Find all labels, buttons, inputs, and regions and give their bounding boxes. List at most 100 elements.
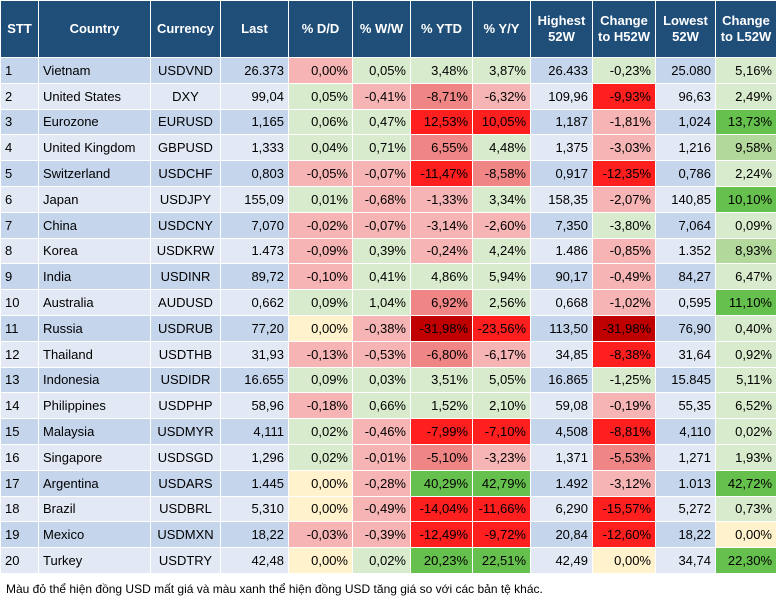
table-cell: 2,56% [472, 289, 531, 316]
footnote: Màu đỏ thể hiện đồng USD mất giá và màu … [6, 582, 543, 596]
table-cell: Vietnam [38, 57, 151, 84]
table-cell: 0,00% [288, 469, 353, 497]
table-row: 14 Philippines USDPHP 58,96 -0,18% 0,66% 1,52%… [0, 392, 777, 420]
table-cell: 1,93% [715, 443, 777, 471]
table-cell: 15.845 [655, 366, 716, 394]
table-cell: -0,68% [352, 185, 411, 213]
table-cell: 26.433 [530, 57, 593, 84]
table-cell: 0,02% [352, 547, 411, 574]
table-cell: 0,05% [352, 57, 411, 84]
table-cell: 1.352 [655, 237, 716, 265]
table-cell: 4,111 [220, 418, 289, 445]
table-cell: 16.865 [530, 366, 593, 394]
table-row: 16 Singapore USDSGD 1,296 0,02% -0,01% -5,10% -… [0, 443, 777, 471]
column-header: % W/W [352, 0, 411, 58]
table-cell: USDTHB [150, 340, 221, 368]
table-cell: 1,296 [220, 443, 289, 471]
table-cell: 18,22 [220, 521, 289, 549]
table-cell: 1,04% [352, 289, 411, 316]
column-header: STT [0, 0, 39, 58]
table-cell: 11 [0, 314, 39, 342]
table-cell: 76,90 [655, 314, 716, 342]
table-cell: 0,41% [352, 263, 411, 291]
table-cell: 140,85 [655, 185, 716, 213]
table-row: 18 Brazil USDBRL 5,310 0,00% -0,49% -14,04% -11… [0, 495, 777, 523]
table-cell: 0,66% [352, 392, 411, 420]
table-cell: 0,00% [288, 547, 353, 574]
table-row: 5 Switzerland USDCHF 0,803 -0,05% -0,07% -11,4… [0, 160, 777, 187]
table-cell: Switzerland [38, 160, 151, 187]
table-cell: 13 [0, 366, 39, 394]
table-cell: 6,290 [530, 495, 593, 523]
table-cell: DXY [150, 82, 221, 110]
table-cell: -0,49% [352, 495, 411, 523]
table-cell: 12 [0, 340, 39, 368]
column-header: Country [38, 0, 151, 58]
table-cell: USDMXN [150, 521, 221, 549]
table-cell: -5,53% [592, 443, 656, 471]
table-cell: -7,10% [472, 418, 531, 445]
table-cell: -0,18% [288, 392, 353, 420]
table-row: 2 United States DXY 99,04 0,05% -0,41% -8,71% -… [0, 82, 777, 110]
table-cell: United Kingdom [38, 134, 151, 162]
table-cell: 5,05% [472, 366, 531, 394]
table-cell: 20 [0, 547, 39, 574]
table-cell: 5 [0, 160, 39, 187]
table-row: 7 China USDCNY 7,070 -0,02% -0,07% -3,14% -2,60… [0, 211, 777, 239]
table-cell: AUDUSD [150, 289, 221, 316]
table-row: 9 India USDINR 89,72 -0,10% 0,41% 4,86% 5,94% 90… [0, 263, 777, 291]
table-cell: 16 [0, 443, 39, 471]
table-cell: 4 [0, 134, 39, 162]
table-cell: 0,40% [715, 314, 777, 342]
table-cell: USDVND [150, 57, 221, 84]
table-cell: -0,46% [352, 418, 411, 445]
table-cell: -8,81% [592, 418, 656, 445]
table-cell: 31,64 [655, 340, 716, 368]
table-cell: USDPHP [150, 392, 221, 420]
table-cell: 34,74 [655, 547, 716, 574]
table-cell: 4,86% [410, 263, 473, 291]
table-cell: 6 [0, 185, 39, 213]
table-cell: United States [38, 82, 151, 110]
table-cell: 0,92% [715, 340, 777, 368]
table-cell: 0,02% [288, 443, 353, 471]
table-cell: 0,00% [288, 495, 353, 523]
table-cell: 0,02% [715, 418, 777, 445]
table-cell: 1,333 [220, 134, 289, 162]
fx-table: STT Country Currency Last% D/D% W/W% YTD% Y… [0, 0, 777, 574]
table-cell: 1.486 [530, 237, 593, 265]
table-cell: 0,00% [592, 547, 656, 574]
table-cell: -0,07% [352, 160, 411, 187]
table-row: 12 Thailand USDTHB 31,93 -0,13% -0,53% -6,80% -… [0, 340, 777, 368]
table-row: 3 Eurozone EURUSD 1,165 0,06% 0,47% 12,53% 10,0… [0, 108, 777, 136]
table-cell: 25.080 [655, 57, 716, 84]
table-cell: 3,34% [472, 185, 531, 213]
table-cell: -31,98% [592, 314, 656, 342]
column-header: Lowest 52W [655, 0, 716, 58]
table-cell: 0,662 [220, 289, 289, 316]
column-header: Change to L52W [715, 0, 777, 58]
table-cell: 3,51% [410, 366, 473, 394]
table-cell: -0,05% [288, 160, 353, 187]
table-cell: 18 [0, 495, 39, 523]
table-cell: 9,58% [715, 134, 777, 162]
table-row: 10 Australia AUDUSD 0,662 0,09% 1,04% 6,92% 2,5… [0, 289, 777, 316]
table-row: 4 United Kingdom GBPUSD 1,333 0,04% 0,71% 6,55… [0, 134, 777, 162]
table-cell: USDTRY [150, 547, 221, 574]
table-cell: 0,01% [288, 185, 353, 213]
table-cell: 6,47% [715, 263, 777, 291]
table-cell: -14,04% [410, 495, 473, 523]
table-cell: USDIDR [150, 366, 221, 394]
table-cell: 17 [0, 469, 39, 497]
table-cell: 7,064 [655, 211, 716, 239]
table-cell: 26.373 [220, 57, 289, 84]
table-cell: 20,23% [410, 547, 473, 574]
table-cell: -11,47% [410, 160, 473, 187]
table-cell: 20,84 [530, 521, 593, 549]
table-cell: -0,10% [288, 263, 353, 291]
table-row: 20 Turkey USDTRY 42,48 0,00% 0,02% 20,23% 22,51… [0, 547, 777, 574]
column-header: Highest 52W [530, 0, 593, 58]
table-body: 1 Vietnam USDVND 26.373 0,00% 0,05% 3,48% 3,87%… [0, 57, 777, 574]
table-cell: -0,02% [288, 211, 353, 239]
